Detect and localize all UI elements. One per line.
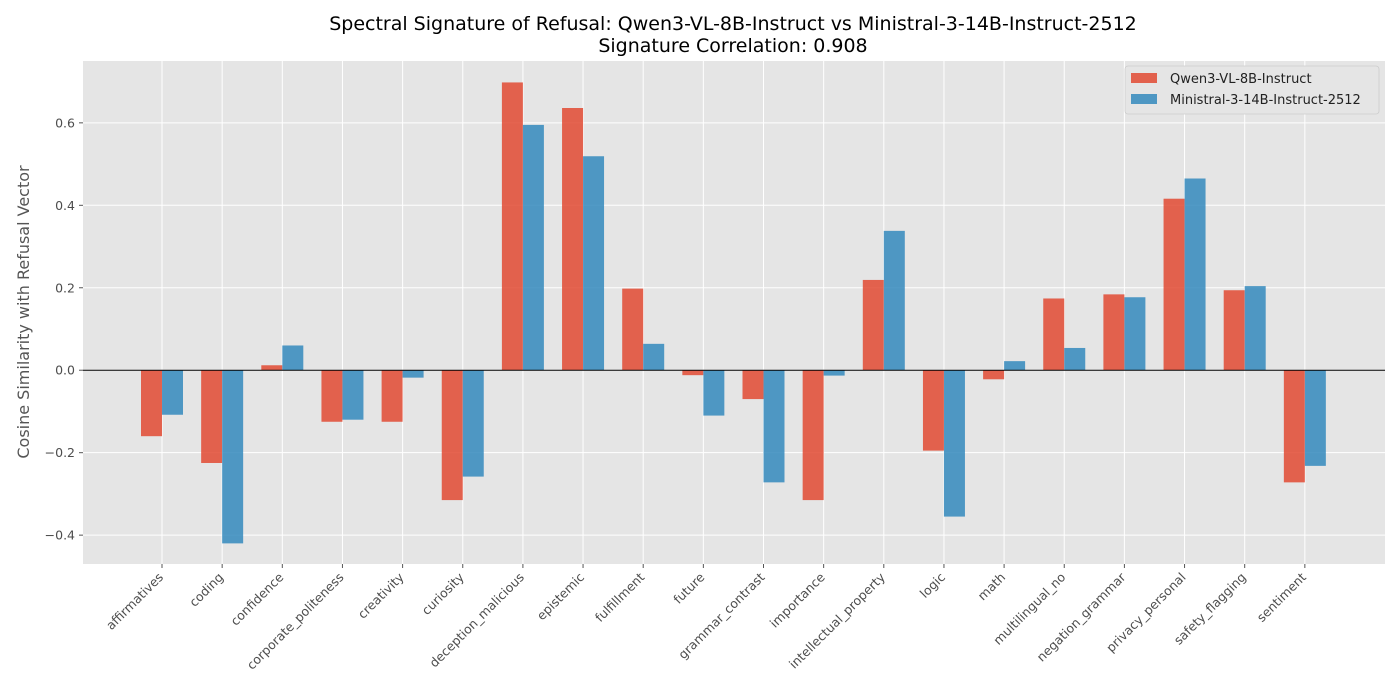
bar-series-1-grammar_contrast (742, 370, 764, 400)
bar-series-1-intellectual_property (862, 279, 884, 371)
x-tick-label: importance (767, 569, 828, 630)
y-axis-label: Cosine Similarity with Refusal Vector (14, 165, 33, 459)
bar-series-2-curiosity (462, 370, 484, 477)
legend-swatch-series-2 (1131, 94, 1157, 104)
x-tick-label: math (975, 570, 1009, 604)
y-tick-label: 0.4 (55, 198, 75, 213)
bar-series-2-intellectual_property (883, 230, 905, 371)
bar-series-1-epistemic (562, 108, 584, 371)
bar-series-1-sentiment (1283, 370, 1305, 483)
bar-series-2-epistemic (583, 156, 605, 371)
legend-label-series-2: Ministral-3-14B-Instruct-2512 (1170, 93, 1361, 108)
bar-series-2-creativity (402, 370, 424, 378)
bar-series-2-math (1004, 361, 1026, 371)
bar-series-1-affirmatives (141, 370, 162, 437)
x-tick-label: fulfillment (592, 569, 647, 624)
x-tick-label: future (670, 569, 707, 606)
y-tick-label: −0.4 (45, 528, 75, 543)
bar-series-1-negation_grammar (1103, 294, 1125, 371)
x-tick-label: epistemic (534, 569, 588, 623)
bar-series-2-fulfillment (643, 343, 665, 371)
y-tick-label: 0.0 (55, 363, 75, 378)
legend-box (1124, 65, 1380, 115)
bar-series-1-logic (922, 370, 944, 451)
y-tick-label: 0.2 (55, 280, 75, 295)
bar-series-1-future (682, 370, 704, 376)
bar-series-1-deception_malicious (501, 82, 523, 371)
legend: Qwen3-VL-8B-Instruct Ministral-3-14B-Ins… (1124, 65, 1380, 115)
bars (141, 82, 1326, 544)
bar-series-2-sentiment (1304, 370, 1326, 466)
x-axis: affirmatives coding confidencecorporate_po… (103, 564, 1309, 672)
bar-series-2-logic (943, 370, 965, 517)
bar-series-2-deception_malicious (522, 124, 544, 371)
y-axis: −0.4 −0.2 0.0 0.2 0.4 0.6 (45, 115, 83, 543)
bar-series-1-curiosity (441, 370, 463, 501)
y-tick-label: 0.6 (55, 115, 75, 130)
bar-series-2-privacy_personal (1184, 178, 1206, 371)
bar-series-1-safety_flagging (1223, 290, 1245, 371)
x-tick-label: sentiment (1254, 569, 1309, 624)
bar-series-1-confidence (261, 365, 283, 371)
x-tick-label: coding (186, 570, 226, 610)
bar-series-2-corporate_politeness (342, 370, 364, 420)
bar-series-2-future (703, 370, 725, 416)
x-tick-label: curiosity (419, 569, 468, 618)
bar-series-1-fulfillment (622, 288, 644, 371)
bar-series-2-negation_grammar (1124, 297, 1146, 371)
bar-series-2-grammar_contrast (763, 370, 785, 483)
x-tick-label: affirmatives (103, 570, 166, 633)
bar-series-2-affirmatives (162, 370, 183, 415)
bar-series-2-coding (222, 370, 244, 544)
bar-series-1-coding (201, 370, 223, 463)
chart-title: Spectral Signature of Refusal: Qwen3-VL-… (329, 13, 1137, 35)
bar-series-2-importance (823, 370, 845, 376)
bar-series-1-corporate_politeness (321, 370, 343, 422)
x-tick-label: confidence (227, 569, 286, 628)
x-tick-label: logic (917, 569, 948, 600)
bar-series-1-creativity (381, 370, 403, 422)
bar-series-1-privacy_personal (1163, 198, 1185, 371)
legend-label-series-1: Qwen3-VL-8B-Instruct (1170, 72, 1312, 87)
bar-series-1-importance (802, 370, 824, 501)
legend-swatch-series-1 (1131, 73, 1157, 83)
bar-series-1-multilingual_no (1043, 298, 1065, 371)
bar-series-2-multilingual_no (1064, 347, 1086, 371)
bar-series-2-safety_flagging (1244, 286, 1266, 371)
bar-series-1-math (983, 370, 1005, 380)
bar-series-2-confidence (282, 345, 304, 371)
x-tick-label: creativity (355, 569, 407, 621)
chart-subtitle: Signature Correlation: 0.908 (598, 35, 867, 57)
y-tick-label: −0.2 (45, 445, 75, 460)
